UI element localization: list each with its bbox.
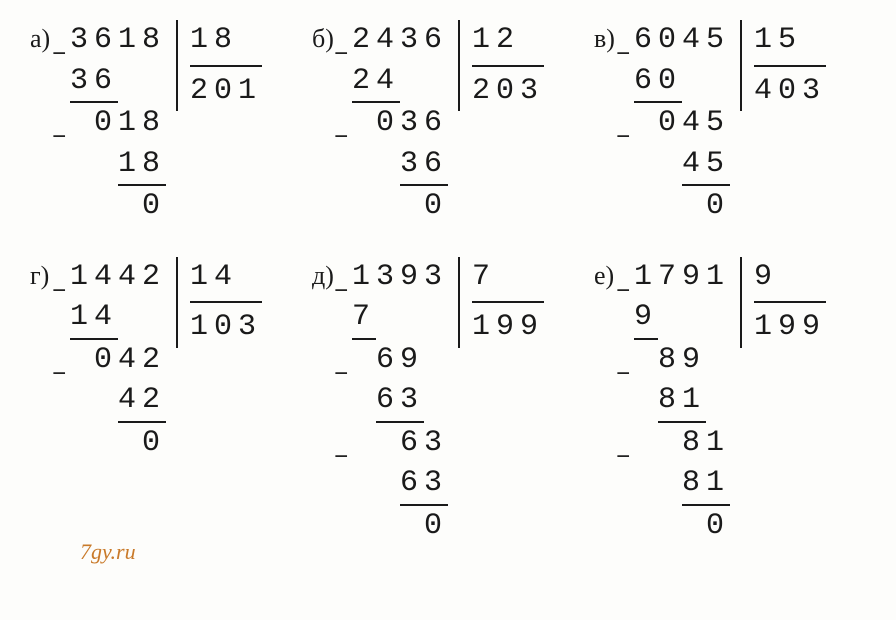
quotient: 103 (190, 303, 262, 348)
divisor: 12 (472, 20, 544, 67)
work-area: −17919 − 89 81 − 81 81 09199 (634, 257, 826, 547)
step-row: 36 (70, 61, 166, 104)
step-row: 81 (634, 463, 730, 506)
step-row: − 045 (634, 103, 730, 144)
step-row: −1442 (70, 257, 166, 298)
step-row: − 81 (634, 423, 730, 464)
divisor: 9 (754, 257, 826, 304)
quotient: 403 (754, 67, 826, 112)
problem-d: д)−13937 − 69 63 − 63 63 07199 (312, 257, 584, 547)
step-row: − 69 (352, 340, 448, 381)
step-row: − 89 (634, 340, 730, 381)
step-row: 0 (634, 506, 730, 547)
step-row: 0 (70, 186, 166, 227)
divisor: 15 (754, 20, 826, 67)
quotient: 199 (754, 303, 826, 348)
steps-column: −13937 − 69 63 − 63 63 0 (352, 257, 448, 547)
step-row: 0 (634, 186, 730, 227)
step-row: − 63 (352, 423, 448, 464)
problem-b: б)−243624 − 036 36 012203 (312, 20, 584, 227)
step-row: 9 (634, 297, 730, 340)
step-row: 42 (70, 380, 166, 423)
divisor: 18 (190, 20, 262, 67)
step-row: 7 (352, 297, 448, 340)
divisor-quotient-column: 7199 (458, 257, 544, 348)
step-row: −6045 (634, 20, 730, 61)
steps-column: −243624 − 036 36 0 (352, 20, 448, 227)
divisor-quotient-column: 12203 (458, 20, 544, 111)
steps-column: −604560 − 045 45 0 (634, 20, 730, 227)
watermark: 7gy.ru (80, 539, 136, 565)
work-area: −144214 − 042 42 014103 (70, 257, 262, 464)
step-row: 45 (634, 144, 730, 187)
quotient: 203 (472, 67, 544, 112)
step-row: 36 (352, 144, 448, 187)
divisor-quotient-column: 9199 (740, 257, 826, 348)
step-row: 24 (352, 61, 448, 104)
step-row: − 018 (70, 103, 166, 144)
steps-column: −361836 − 018 18 0 (70, 20, 166, 227)
step-row: 0 (352, 186, 448, 227)
problem-v: в)−604560 − 045 45 015403 (594, 20, 866, 227)
step-row: −2436 (352, 20, 448, 61)
step-row: −1393 (352, 257, 448, 298)
problems-grid: а)−361836 − 018 18 018201б)−243624 − 036… (30, 20, 866, 546)
quotient: 199 (472, 303, 544, 348)
step-row: −1791 (634, 257, 730, 298)
work-area: −361836 − 018 18 018201 (70, 20, 262, 227)
steps-column: −144214 − 042 42 0 (70, 257, 166, 464)
step-row: 63 (352, 380, 448, 423)
step-row: 81 (634, 380, 730, 423)
steps-column: −17919 − 89 81 − 81 81 0 (634, 257, 730, 547)
page: а)−361836 − 018 18 018201б)−243624 − 036… (30, 20, 866, 590)
step-row: 14 (70, 297, 166, 340)
divisor-quotient-column: 15403 (740, 20, 826, 111)
step-row: 0 (352, 506, 448, 547)
divisor-quotient-column: 14103 (176, 257, 262, 348)
step-row: 60 (634, 61, 730, 104)
step-row: − 036 (352, 103, 448, 144)
problem-e: е)−17919 − 89 81 − 81 81 09199 (594, 257, 866, 547)
work-area: −243624 − 036 36 012203 (352, 20, 544, 227)
problem-a: а)−361836 − 018 18 018201 (30, 20, 302, 227)
step-row: 0 (70, 423, 166, 464)
step-row: − 042 (70, 340, 166, 381)
step-row: 63 (352, 463, 448, 506)
divisor-quotient-column: 18201 (176, 20, 262, 111)
step-row: 18 (70, 144, 166, 187)
quotient: 201 (190, 67, 262, 112)
work-area: −13937 − 69 63 − 63 63 07199 (352, 257, 544, 547)
divisor: 7 (472, 257, 544, 304)
work-area: −604560 − 045 45 015403 (634, 20, 826, 227)
step-row: −3618 (70, 20, 166, 61)
problem-g: г)−144214 − 042 42 014103 (30, 257, 302, 547)
divisor: 14 (190, 257, 262, 304)
